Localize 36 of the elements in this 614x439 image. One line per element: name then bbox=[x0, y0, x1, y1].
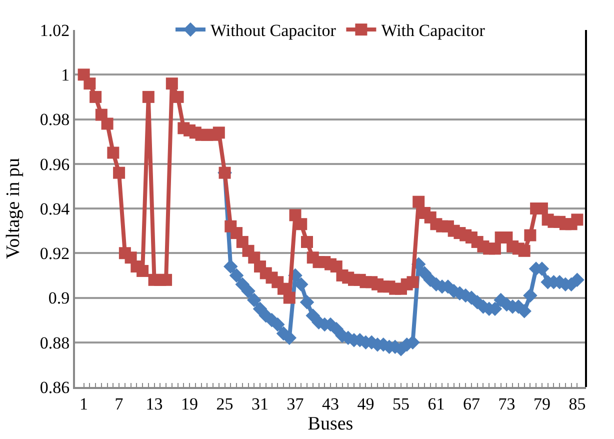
x-tick-label: 13 bbox=[146, 394, 163, 414]
point bbox=[246, 292, 262, 308]
x-tick-label: 49 bbox=[357, 394, 374, 414]
y-axis-title: Voltage in pu bbox=[3, 158, 24, 259]
x-tick-label: 73 bbox=[498, 394, 516, 414]
y-tick-label: 0.88 bbox=[40, 333, 70, 352]
x-tick-label: 37 bbox=[286, 394, 304, 414]
point bbox=[229, 268, 244, 283]
point bbox=[224, 259, 238, 274]
x-tick-label: 25 bbox=[216, 394, 234, 414]
y-tick-label: 0.98 bbox=[40, 110, 70, 130]
y-tick-label: 0.9 bbox=[48, 288, 70, 308]
legend-label: Without Capacitor bbox=[210, 21, 336, 40]
x-tick-label: 67 bbox=[462, 394, 480, 414]
x-tick-label: 85 bbox=[568, 394, 586, 414]
x-tick-label: 1 bbox=[80, 394, 88, 414]
y-tick-label: 0.92 bbox=[40, 244, 70, 264]
point bbox=[517, 304, 532, 318]
y-tick-label: 0.96 bbox=[40, 154, 70, 174]
x-tick-label: 79 bbox=[533, 394, 550, 414]
point bbox=[523, 288, 538, 303]
y-tick-label: 1 bbox=[61, 66, 70, 85]
point bbox=[570, 272, 584, 288]
point bbox=[241, 284, 256, 298]
x-tick-label: 19 bbox=[181, 394, 198, 414]
x-tick-label: 55 bbox=[392, 394, 410, 414]
y-tick-label: 0.86 bbox=[40, 378, 70, 397]
x-tick-label: 7 bbox=[114, 394, 124, 414]
x-axis-title: Buses bbox=[308, 413, 354, 434]
y-tick-label: 1.02 bbox=[40, 20, 70, 40]
point bbox=[300, 295, 314, 310]
y-tick-label: 0.94 bbox=[40, 199, 70, 218]
legend-label: With Capacitor bbox=[381, 21, 486, 40]
x-tick-label: 43 bbox=[322, 394, 339, 414]
x-tick-label: 31 bbox=[252, 394, 269, 414]
x-tick-label: 61 bbox=[428, 394, 445, 414]
